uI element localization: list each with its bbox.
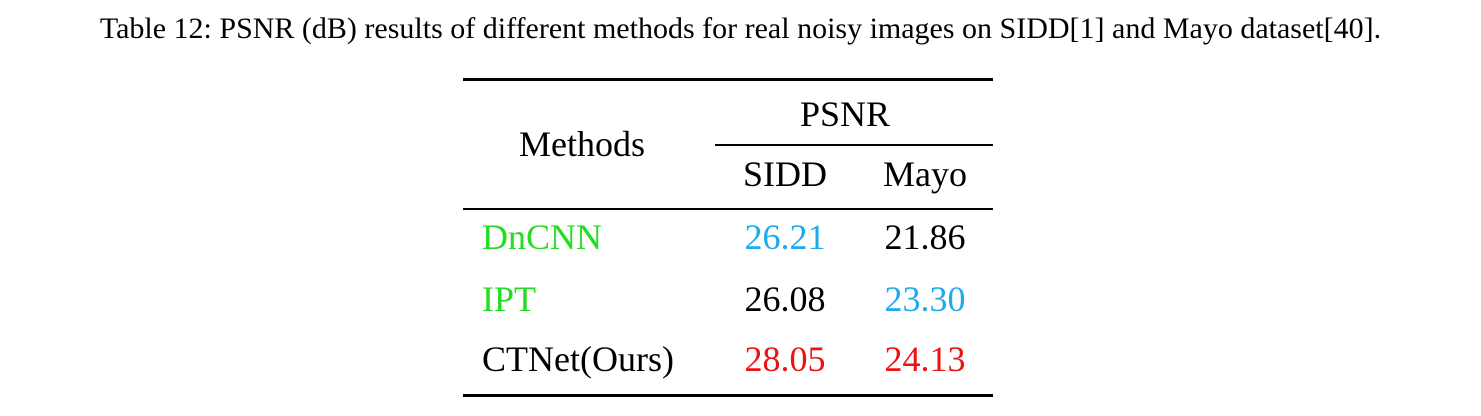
row-mayo-value: 21.86 (884, 217, 966, 257)
row-mayo-value: 24.13 (884, 339, 966, 379)
header-mayo: Mayo (883, 154, 967, 194)
psnr-cmidrule (715, 144, 993, 146)
mid-rule (463, 208, 993, 210)
row-sidd-value: 26.08 (744, 279, 826, 319)
row-method: CTNet(Ours) (482, 339, 674, 379)
results-table: Methods PSNR SIDD Mayo DnCNN 26.21 21.86… (463, 78, 993, 398)
bottom-rule (463, 394, 993, 397)
top-rule (463, 78, 993, 81)
row-method: DnCNN (482, 217, 603, 257)
row-mayo-value: 23.30 (884, 279, 966, 319)
row-sidd-value: 28.05 (744, 339, 826, 379)
header-methods: Methods (519, 124, 645, 164)
header-sidd: SIDD (742, 154, 827, 194)
header-psnr: PSNR (800, 94, 891, 134)
row-sidd-value: 26.21 (744, 217, 826, 257)
table-caption: Table 12: PSNR (dB) results of different… (99, 12, 1382, 45)
row-method: IPT (482, 279, 536, 319)
